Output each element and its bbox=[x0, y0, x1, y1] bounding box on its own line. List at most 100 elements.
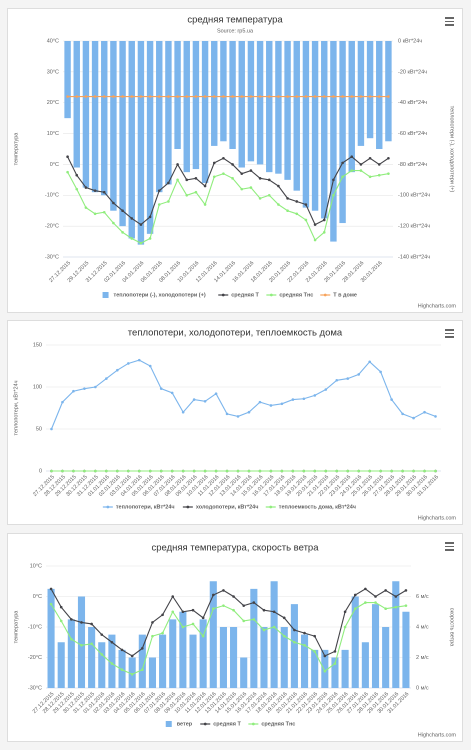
bar bbox=[382, 627, 390, 688]
marker bbox=[194, 95, 198, 98]
marker bbox=[185, 178, 189, 182]
y2-tick-label: 0 м/с bbox=[416, 685, 429, 691]
marker bbox=[313, 223, 317, 226]
marker bbox=[70, 618, 73, 621]
marker bbox=[368, 175, 372, 179]
marker bbox=[379, 370, 382, 374]
marker bbox=[66, 155, 69, 159]
marker bbox=[387, 156, 390, 160]
y2-tick-label: 6 м/с bbox=[416, 594, 429, 600]
y-tick-label: 10°C bbox=[47, 131, 59, 137]
marker bbox=[390, 469, 393, 473]
legend-label: теплоемкость дома, кВт*24ч bbox=[279, 504, 356, 510]
marker bbox=[192, 398, 196, 401]
marker bbox=[282, 616, 286, 620]
legend-label: холодопотери, кВт*24ч bbox=[196, 504, 259, 510]
marker bbox=[291, 469, 295, 473]
marker bbox=[121, 231, 124, 234]
chart: средняя температура Source: rp5.ua -30°C -2… bbox=[13, 15, 457, 310]
marker bbox=[333, 662, 337, 665]
y2-tick-label: -40 кВт*24ч bbox=[398, 100, 427, 106]
marker bbox=[121, 95, 124, 98]
marker bbox=[359, 95, 363, 98]
bar bbox=[119, 41, 126, 227]
marker bbox=[110, 640, 114, 644]
bar bbox=[209, 581, 217, 688]
marker bbox=[120, 648, 124, 652]
marker bbox=[423, 469, 426, 473]
marker bbox=[423, 410, 426, 414]
bar bbox=[220, 41, 227, 142]
bar bbox=[256, 41, 264, 165]
marker bbox=[201, 634, 205, 638]
marker bbox=[359, 169, 363, 172]
marker bbox=[212, 175, 216, 179]
bar bbox=[73, 41, 80, 168]
marker bbox=[194, 190, 198, 194]
marker bbox=[157, 95, 161, 98]
bar bbox=[238, 41, 245, 168]
marker bbox=[303, 644, 306, 647]
y-tick-label: 100 bbox=[33, 384, 42, 390]
marker bbox=[90, 642, 93, 646]
marker bbox=[148, 95, 152, 98]
marker bbox=[130, 654, 134, 658]
legend-symbol bbox=[251, 722, 255, 726]
menu-button[interactable] bbox=[445, 542, 454, 553]
marker bbox=[303, 631, 306, 635]
bar bbox=[275, 41, 282, 174]
marker bbox=[384, 589, 387, 592]
marker bbox=[72, 469, 75, 473]
bar bbox=[57, 642, 65, 688]
menu-button[interactable] bbox=[445, 329, 454, 340]
marker bbox=[50, 469, 53, 473]
marker bbox=[100, 633, 104, 636]
marker bbox=[222, 589, 225, 592]
marker bbox=[252, 618, 256, 621]
marker bbox=[170, 391, 174, 395]
marker bbox=[323, 654, 327, 658]
bar bbox=[385, 41, 392, 142]
bar bbox=[361, 642, 369, 688]
y2-tick-label: -140 кВт*24ч bbox=[398, 254, 430, 260]
marker bbox=[49, 587, 53, 591]
chart-title: средняя температура bbox=[187, 15, 283, 26]
y-tick-label: 40°C bbox=[47, 38, 59, 44]
bar bbox=[311, 41, 319, 211]
marker bbox=[105, 469, 108, 473]
marker bbox=[181, 610, 185, 614]
marker bbox=[323, 669, 327, 673]
marker bbox=[59, 605, 63, 609]
legend-label: Т в доме bbox=[333, 292, 357, 298]
bar bbox=[293, 41, 300, 191]
bar bbox=[192, 41, 200, 170]
marker bbox=[350, 95, 354, 98]
bar bbox=[64, 41, 71, 119]
marker bbox=[222, 156, 225, 160]
bar bbox=[159, 634, 167, 688]
marker bbox=[277, 95, 280, 98]
y-tick-label: -30°C bbox=[28, 685, 42, 691]
marker bbox=[102, 95, 106, 98]
bar bbox=[108, 634, 116, 688]
marker bbox=[293, 628, 296, 632]
credits: Highcharts.com bbox=[418, 303, 457, 309]
marker bbox=[332, 178, 335, 182]
bar bbox=[169, 619, 177, 688]
marker bbox=[231, 163, 234, 166]
marker bbox=[295, 95, 299, 98]
menu-button[interactable] bbox=[445, 17, 454, 28]
marker bbox=[368, 156, 372, 160]
marker bbox=[93, 212, 97, 216]
marker bbox=[302, 397, 306, 401]
marker bbox=[252, 601, 256, 604]
y-axis-title: температура bbox=[13, 132, 19, 166]
marker bbox=[203, 184, 207, 188]
bar bbox=[88, 627, 96, 688]
legend-symbol bbox=[203, 722, 207, 726]
bar bbox=[284, 41, 291, 180]
marker bbox=[394, 605, 398, 609]
line bbox=[50, 359, 436, 430]
legend-label: средняя Т bbox=[213, 721, 241, 727]
marker bbox=[368, 469, 371, 473]
